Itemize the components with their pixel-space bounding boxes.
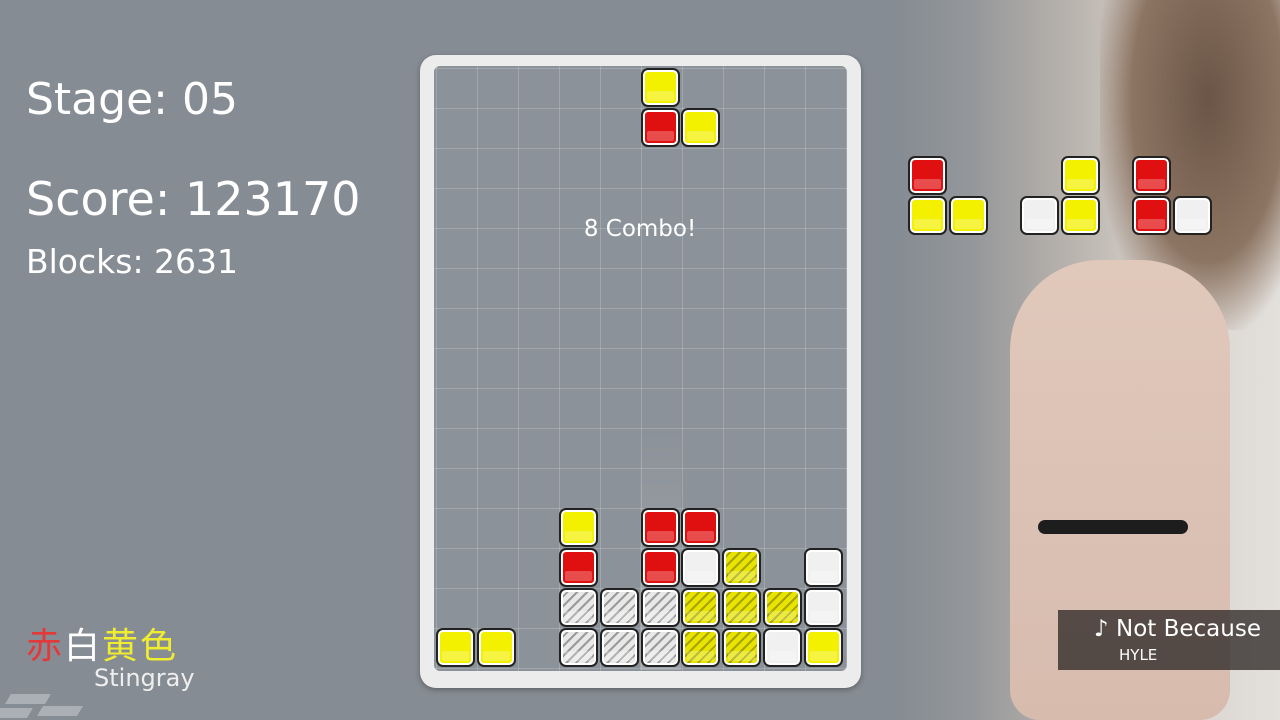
next-piece-block xyxy=(1020,196,1059,235)
block xyxy=(681,628,721,667)
blocks-label: Blocks: 2631 xyxy=(26,242,239,281)
next-piece-block xyxy=(908,156,947,195)
decor-stripe xyxy=(5,694,51,704)
block xyxy=(763,588,803,627)
logo-subtitle: Stingray xyxy=(94,664,195,692)
block xyxy=(640,508,680,547)
combo-text: 8 Combo! xyxy=(583,216,697,242)
logo-char: 白 xyxy=(64,626,103,667)
block xyxy=(558,588,598,627)
decor-stripe xyxy=(0,708,33,718)
music-note-icon: ♪ xyxy=(1094,616,1109,642)
block xyxy=(558,548,598,587)
block xyxy=(804,548,844,587)
logo-char: 赤 xyxy=(26,626,65,667)
block xyxy=(681,108,721,147)
next-piece-block xyxy=(949,196,988,235)
song-title: Not Because xyxy=(1116,616,1261,642)
block xyxy=(640,108,680,147)
block xyxy=(722,588,762,627)
block xyxy=(681,548,721,587)
block xyxy=(476,628,516,667)
game-logo: 赤白黄色 xyxy=(26,617,178,669)
now-playing-title: ♪ Not Because xyxy=(1094,616,1261,642)
block xyxy=(558,628,598,667)
now-playing-panel xyxy=(1058,610,1280,670)
next-piece-block xyxy=(908,196,947,235)
block xyxy=(558,508,598,547)
logo-char: 色 xyxy=(140,626,179,667)
block xyxy=(436,628,475,667)
block xyxy=(722,628,762,667)
block xyxy=(640,548,680,587)
score-label: Score: 123170 xyxy=(26,172,361,226)
block xyxy=(804,588,844,627)
next-piece-block xyxy=(1061,156,1100,195)
block xyxy=(804,628,844,667)
block xyxy=(681,588,721,627)
stage-label: Stage: 05 xyxy=(26,74,238,125)
block xyxy=(640,68,680,107)
next-piece-block xyxy=(1061,196,1100,235)
block xyxy=(599,628,639,667)
next-piece-block xyxy=(1132,156,1171,195)
decor-stripe xyxy=(37,706,83,716)
block xyxy=(640,588,680,627)
block xyxy=(599,588,639,627)
block xyxy=(640,628,680,667)
block xyxy=(763,628,803,667)
next-piece-block xyxy=(1132,196,1171,235)
block xyxy=(722,548,762,587)
next-piece-block xyxy=(1173,196,1212,235)
background-photo-wristband xyxy=(1038,520,1188,534)
block xyxy=(681,508,721,547)
song-artist: HYLE xyxy=(1119,646,1158,664)
logo-char: 黄 xyxy=(102,626,141,667)
